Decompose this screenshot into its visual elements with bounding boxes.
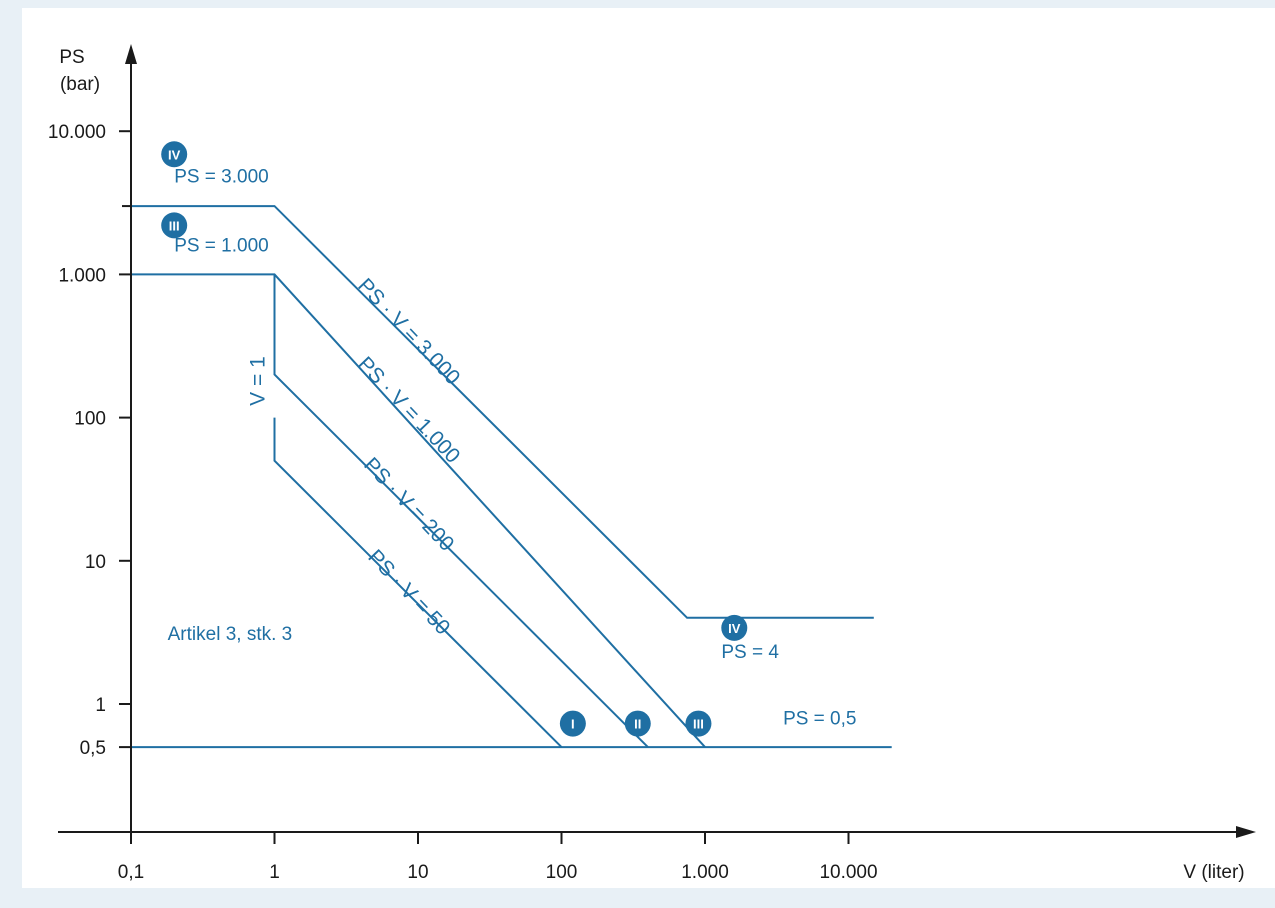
annotation-9: PS = 0,5 bbox=[783, 708, 856, 729]
x-tick-label-4: 100 bbox=[546, 862, 578, 883]
category-badge-1: IV bbox=[161, 141, 188, 168]
y-tick-label-2: 1 bbox=[95, 695, 106, 716]
x-axis-arrow bbox=[1236, 826, 1256, 838]
series-layer bbox=[131, 205, 892, 749]
x-ticks: 0,1 1 10 100 1.000 10.000 bbox=[118, 832, 878, 883]
category-badge-4: I bbox=[559, 710, 586, 737]
category-badge-2: III bbox=[161, 212, 188, 239]
annotation-5: V = 1 bbox=[246, 356, 269, 406]
series-line-2 bbox=[273, 274, 649, 748]
category-badge-circle-1 bbox=[161, 141, 188, 168]
category-badge-label-1: IV bbox=[168, 147, 181, 162]
annotation-8: PS = 4 bbox=[721, 642, 779, 663]
x-axis-title: V (liter) bbox=[1183, 862, 1244, 883]
x-tick-label-1: 0,1 bbox=[118, 862, 144, 883]
category-badge-6: III bbox=[685, 710, 712, 737]
plot-area bbox=[22, 8, 1275, 888]
x-tick-label-6: 10.000 bbox=[819, 862, 877, 883]
category-badge-label-4: I bbox=[571, 717, 575, 732]
category-badge-5: II bbox=[624, 710, 651, 737]
category-badge-label-5: II bbox=[634, 717, 641, 732]
category-badge-circle-3 bbox=[721, 614, 748, 641]
x-tick-label-2: 1 bbox=[269, 862, 280, 883]
series-line-3 bbox=[131, 273, 706, 748]
y-tick-label-1: 0,5 bbox=[80, 738, 106, 759]
y-axis-title-line1: PS bbox=[59, 47, 84, 68]
series-line-4 bbox=[131, 205, 874, 619]
y-tick-label-6: 10.000 bbox=[48, 122, 106, 143]
category-badge-circle-6 bbox=[685, 710, 712, 737]
category-badge-circle-2 bbox=[161, 212, 188, 239]
annotation-6: PS = 3.000 bbox=[174, 166, 269, 187]
y-ticks: 0,5 1 10 100 1.000 10.000 bbox=[48, 122, 131, 759]
y-tick-label-4: 100 bbox=[74, 409, 106, 430]
y-axis-title-line2: (bar) bbox=[60, 74, 100, 95]
category-badge-circle-4 bbox=[559, 710, 586, 737]
category-badge-label-6: III bbox=[693, 717, 704, 732]
y-tick-label-5: 1.000 bbox=[58, 265, 106, 286]
annotation-10: Artikel 3, stk. 3 bbox=[168, 624, 293, 645]
y-axis-arrow bbox=[125, 44, 137, 64]
y-tick-label-3: 10 bbox=[85, 552, 106, 573]
category-badge-label-3: IV bbox=[728, 621, 741, 636]
category-badge-label-2: III bbox=[169, 218, 180, 233]
category-badge-3: IV bbox=[721, 614, 748, 641]
category-badge-circle-5 bbox=[624, 710, 651, 737]
annotation-7: PS = 1.000 bbox=[174, 235, 269, 256]
series-line-1 bbox=[273, 417, 563, 748]
x-tick-label-3: 10 bbox=[407, 862, 428, 883]
x-tick-label-5: 1.000 bbox=[681, 862, 729, 883]
